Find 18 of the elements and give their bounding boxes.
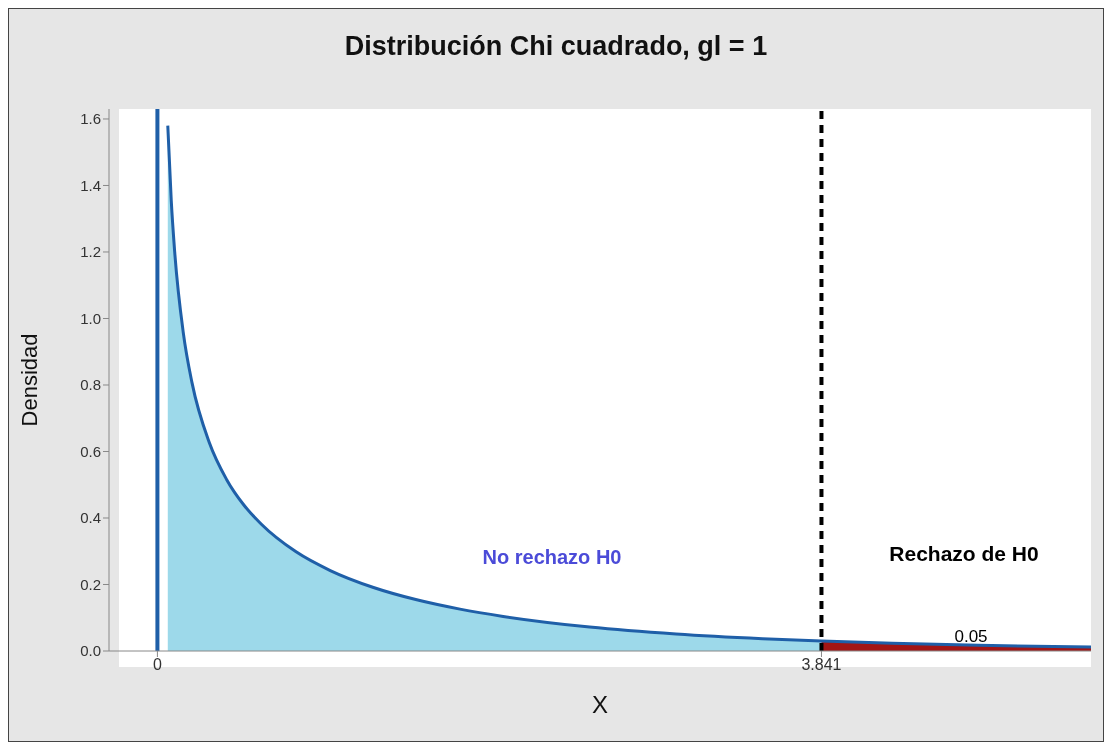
x-tick-label: 3.841 — [801, 656, 842, 674]
y-axis-title: Densidad — [16, 333, 42, 427]
y-tick-label: 0.6 — [80, 442, 101, 460]
y-tick-label: 0.8 — [80, 376, 101, 394]
annotation: Rechazo de H0 — [889, 542, 1039, 566]
chart-title: Distribución Chi cuadrado, gl = 1 — [343, 31, 769, 62]
y-tick-label: 0.2 — [80, 575, 101, 593]
y-tick-label: 1.6 — [80, 110, 101, 128]
line-series — [166, 124, 1091, 649]
annotation: 0.05 — [954, 627, 988, 647]
y-tick-label: 0.4 — [80, 509, 101, 527]
y-tick-label: 0.0 — [80, 642, 101, 660]
y-tick-label: 1.4 — [80, 176, 101, 194]
x-tick-label: 0 — [152, 656, 162, 674]
x-axis-title: X — [591, 691, 609, 718]
annotation: No rechazo H0 — [482, 545, 622, 569]
y-tick-label: 1.2 — [80, 243, 101, 261]
y-tick-label: 1.0 — [80, 309, 101, 327]
